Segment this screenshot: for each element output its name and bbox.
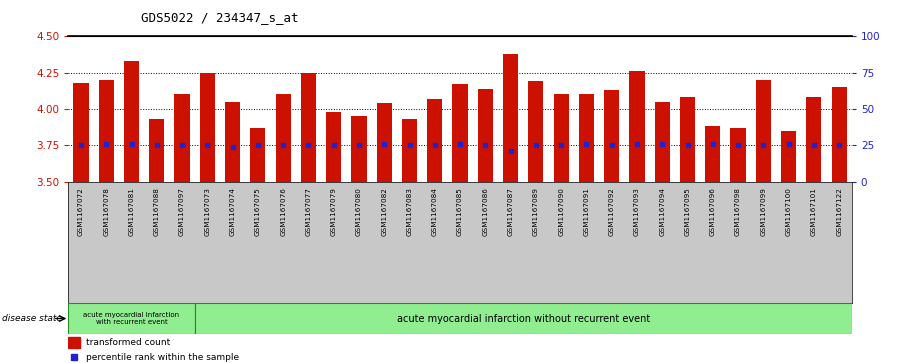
Bar xyxy=(680,97,695,182)
Text: GSM1167081: GSM1167081 xyxy=(128,188,135,236)
Bar xyxy=(251,128,265,182)
Bar xyxy=(427,99,443,182)
Text: GSM1167092: GSM1167092 xyxy=(609,188,615,236)
Text: GSM1167083: GSM1167083 xyxy=(406,188,413,236)
Text: acute myocardial infarction
with recurrent event: acute myocardial infarction with recurre… xyxy=(84,312,179,325)
Text: GSM1167082: GSM1167082 xyxy=(381,188,387,236)
Text: disease state: disease state xyxy=(2,314,62,323)
Bar xyxy=(301,73,316,182)
Bar xyxy=(781,131,796,182)
Bar xyxy=(604,90,619,182)
Bar xyxy=(376,103,392,182)
Bar xyxy=(655,102,670,182)
Text: GSM1167078: GSM1167078 xyxy=(103,188,109,236)
Text: GSM1167077: GSM1167077 xyxy=(305,188,312,236)
Text: acute myocardial infarction without recurrent event: acute myocardial infarction without recu… xyxy=(396,314,650,323)
Text: GSM1167072: GSM1167072 xyxy=(78,188,84,236)
Text: GSM1167101: GSM1167101 xyxy=(811,188,817,236)
Bar xyxy=(326,112,342,182)
Bar xyxy=(225,102,241,182)
Text: GSM1167073: GSM1167073 xyxy=(204,188,210,236)
Bar xyxy=(705,126,721,182)
Bar xyxy=(74,83,88,182)
Text: GSM1167091: GSM1167091 xyxy=(583,188,589,236)
Bar xyxy=(195,303,852,334)
Bar xyxy=(275,94,291,182)
Text: GSM1167080: GSM1167080 xyxy=(356,188,362,236)
Bar xyxy=(806,97,822,182)
Text: GSM1167099: GSM1167099 xyxy=(761,188,766,236)
Bar xyxy=(756,80,771,182)
Bar xyxy=(578,94,594,182)
Text: GSM1167079: GSM1167079 xyxy=(331,188,337,236)
Bar xyxy=(352,116,366,182)
Text: GSM1167095: GSM1167095 xyxy=(684,188,691,236)
Text: GSM1167075: GSM1167075 xyxy=(255,188,261,236)
Bar xyxy=(503,54,518,182)
Text: GDS5022 / 234347_s_at: GDS5022 / 234347_s_at xyxy=(141,11,299,24)
Bar xyxy=(528,81,544,182)
Text: GSM1167076: GSM1167076 xyxy=(281,188,286,236)
Text: GSM1167090: GSM1167090 xyxy=(558,188,564,236)
Bar xyxy=(68,337,80,348)
Text: GSM1167085: GSM1167085 xyxy=(457,188,463,236)
Text: GSM1167089: GSM1167089 xyxy=(533,188,539,236)
Bar xyxy=(477,89,493,182)
Bar xyxy=(453,84,467,182)
Text: GSM1167086: GSM1167086 xyxy=(482,188,488,236)
Bar xyxy=(149,119,164,182)
Bar xyxy=(124,61,139,182)
Text: GSM1167097: GSM1167097 xyxy=(179,188,185,236)
Text: percentile rank within the sample: percentile rank within the sample xyxy=(86,353,239,362)
Bar xyxy=(832,87,846,182)
Text: GSM1167122: GSM1167122 xyxy=(836,188,842,236)
Bar xyxy=(402,119,417,182)
Bar xyxy=(68,303,195,334)
Bar xyxy=(98,80,114,182)
Bar xyxy=(731,128,745,182)
Text: GSM1167098: GSM1167098 xyxy=(735,188,741,236)
Text: GSM1167088: GSM1167088 xyxy=(154,188,159,236)
Text: GSM1167093: GSM1167093 xyxy=(634,188,640,236)
Bar xyxy=(554,94,568,182)
Text: GSM1167084: GSM1167084 xyxy=(432,188,438,236)
Text: GSM1167096: GSM1167096 xyxy=(710,188,716,236)
Text: GSM1167094: GSM1167094 xyxy=(660,188,665,236)
Bar xyxy=(200,73,215,182)
Text: transformed count: transformed count xyxy=(86,338,169,347)
Text: GSM1167074: GSM1167074 xyxy=(230,188,236,236)
Text: GSM1167087: GSM1167087 xyxy=(507,188,514,236)
Bar xyxy=(630,71,645,182)
Bar xyxy=(175,94,189,182)
Text: GSM1167100: GSM1167100 xyxy=(785,188,792,236)
